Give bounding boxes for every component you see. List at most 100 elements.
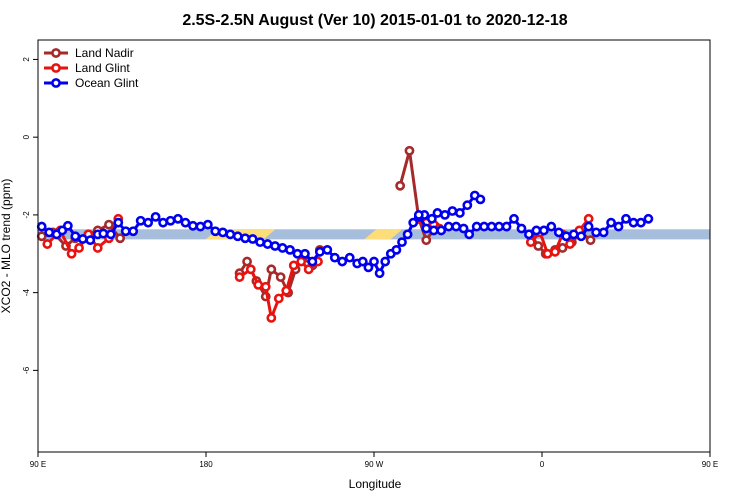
ocean-glint-point	[440, 210, 450, 220]
ocean-glint-point	[636, 217, 646, 228]
ocean-glint-point	[277, 243, 288, 253]
legend-entry-ocean-glint: Ocean Glint	[44, 76, 139, 90]
ocean-glint-point	[426, 213, 437, 224]
land-nadir-point	[275, 272, 286, 282]
ocean-glint-point	[314, 246, 325, 257]
ocean-glint-point	[538, 225, 549, 236]
ocean-glint-point	[391, 244, 402, 255]
ocean-glint-point	[380, 256, 391, 267]
ocean-glint-point	[471, 221, 482, 232]
land-glint-point	[42, 239, 53, 249]
land-glint-point	[245, 264, 256, 275]
ocean-glint-point	[447, 206, 458, 216]
ocean-glint-point	[397, 237, 407, 248]
ocean-glint-point	[255, 237, 266, 248]
land-glint-point	[273, 293, 284, 304]
ocean-glint-point	[436, 225, 447, 236]
land-band-segment	[364, 229, 403, 240]
ocean-glint-point	[247, 234, 258, 244]
ocean-glint-point	[210, 226, 221, 237]
ocean-glint-point	[158, 217, 168, 228]
x-tick-label: 90 W	[365, 460, 384, 469]
land-glint-point	[565, 239, 575, 249]
x-tick-label: 0	[540, 460, 545, 469]
land-glint-point	[74, 243, 84, 253]
ocean-glint-point	[98, 228, 109, 239]
ocean-glint-point	[462, 200, 473, 211]
land-nadir-point	[421, 235, 432, 246]
ocean-glint-point	[421, 223, 432, 234]
ocean-glint-point	[285, 244, 295, 255]
y-tick-label: -2	[22, 211, 31, 219]
land-nadir-point	[585, 235, 596, 246]
ocean-glint-point	[44, 227, 55, 238]
ocean-glint-point	[36, 221, 47, 232]
ocean-glint-point	[77, 234, 88, 244]
land-nadir-point	[115, 233, 126, 244]
ocean-glint-point	[135, 215, 146, 226]
ocean-glint-point	[501, 221, 512, 232]
legend-label: Land Glint	[75, 61, 130, 75]
ocean-glint-point	[516, 223, 527, 234]
land-glint-point	[92, 243, 103, 253]
land-nadir-point	[557, 243, 568, 253]
chart-title: 2.5S-2.5N August (Ver 10) 2015-01-01 to …	[182, 12, 567, 29]
land-glint-point	[296, 256, 307, 267]
ocean-glint-point	[329, 252, 340, 263]
ocean-glint-point	[591, 227, 602, 238]
ocean-glint-point	[369, 256, 379, 267]
ocean-glint-point	[451, 221, 462, 232]
ocean-glint-point	[553, 227, 564, 238]
y-tick-label: 0	[22, 134, 31, 139]
ocean-glint-point	[428, 225, 439, 236]
ocean-glint-point	[357, 256, 368, 267]
ocean-glint-point	[344, 252, 355, 263]
y-tick-label: -6	[22, 366, 31, 374]
ocean-glint-point	[165, 215, 176, 226]
land-glint-point	[525, 237, 536, 248]
ocean-glint-point	[262, 239, 273, 249]
plot-frame	[37, 39, 711, 453]
legend-swatch-marker	[51, 78, 61, 88]
ocean-glint-point	[363, 262, 374, 273]
ocean-glint-point	[232, 231, 243, 242]
land-glint-point	[288, 260, 299, 271]
ocean-glint-point	[443, 221, 454, 232]
land-glint-point	[583, 213, 594, 224]
land-glint-point	[303, 264, 314, 275]
legend-swatch-marker	[51, 63, 61, 73]
ocean-glint-point	[621, 213, 631, 224]
land-glint-point	[253, 279, 264, 290]
land-nadir-point	[404, 145, 415, 156]
ocean-glint-point	[70, 231, 81, 242]
land-glint-point	[234, 272, 245, 282]
legend-label: Land Nadir	[75, 46, 134, 60]
ocean-glint-point	[374, 268, 385, 279]
land-glint-point	[260, 281, 271, 292]
ocean-glint-point	[322, 244, 333, 255]
ocean-glint-point	[85, 235, 96, 246]
ocean-glint-point	[337, 256, 348, 267]
ocean-glint-point	[143, 217, 154, 228]
land-glint-point	[542, 248, 553, 259]
ocean-glint-point	[546, 221, 557, 232]
land-glint-point	[266, 313, 277, 323]
ocean-glint-point	[105, 229, 116, 240]
land-nadir-point	[242, 256, 252, 267]
ocean-glint-point	[173, 213, 183, 224]
ocean-glint-point	[217, 227, 228, 238]
y-tick-label: 2	[22, 57, 31, 62]
ocean-glint-point	[606, 217, 616, 228]
ocean-glint-point	[486, 221, 497, 232]
ocean-glint-point	[120, 226, 131, 237]
legend-label: Ocean Glint	[75, 76, 139, 90]
series-layer	[36, 145, 654, 323]
ocean-glint-point	[561, 231, 572, 242]
legend-entry-land-nadir: Land Nadir	[44, 46, 134, 60]
ocean-glint-point	[307, 256, 318, 267]
legend-entry-land-glint: Land Glint	[44, 61, 130, 75]
ocean-glint-point	[613, 221, 624, 232]
ocean-glint-point	[494, 221, 504, 232]
ocean-glint-point	[413, 210, 424, 220]
land-nadir-point	[533, 241, 544, 251]
